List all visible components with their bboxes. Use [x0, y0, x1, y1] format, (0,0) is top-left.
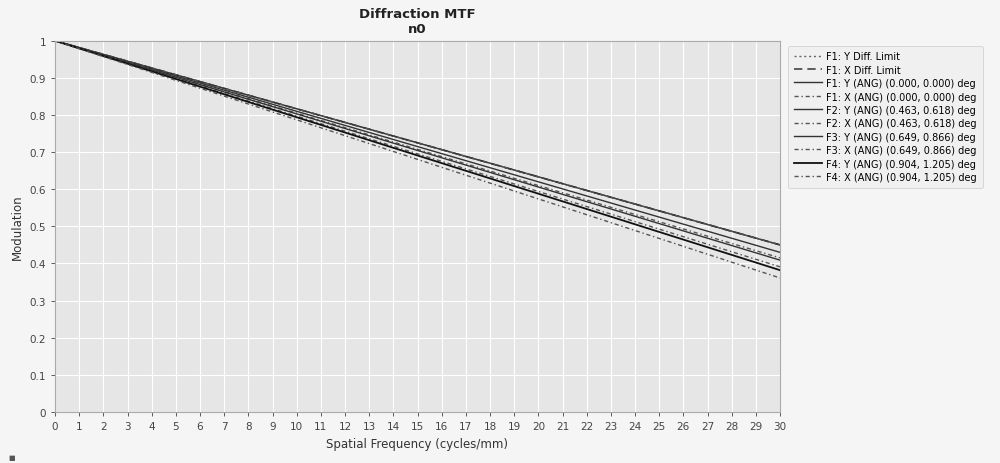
F4: Y (ANG) (0.904, 1.205) deg: (17.7, 0.636): Y (ANG) (0.904, 1.205) deg: (17.7, 0.636… — [476, 174, 488, 179]
F2: X (ANG) (0.463, 0.618) deg: (7.71, 0.85): X (ANG) (0.463, 0.618) deg: (7.71, 0.85) — [235, 94, 247, 100]
F3: Y (ANG) (0.649, 0.866) deg: (30, 0.409): Y (ANG) (0.649, 0.866) deg: (30, 0.409) — [774, 258, 786, 263]
Line: F2: X (ANG) (0.463, 0.618) deg: F2: X (ANG) (0.463, 0.618) deg — [55, 42, 780, 258]
F4: X (ANG) (0.904, 1.205) deg: (30, 0.361): X (ANG) (0.904, 1.205) deg: (30, 0.361) — [774, 275, 786, 281]
F1: Y (ANG) (0.000, 0.000) deg: (20, 0.633): Y (ANG) (0.000, 0.000) deg: (20, 0.633) — [533, 175, 545, 181]
F1: X (ANG) (0.000, 0.000) deg: (22.6, 0.586): X (ANG) (0.000, 0.000) deg: (22.6, 0.586… — [595, 192, 607, 198]
F3: Y (ANG) (0.649, 0.866) deg: (0, 1): Y (ANG) (0.649, 0.866) deg: (0, 1) — [49, 39, 61, 44]
F1: X Diff. Limit: (30, 0.45): X Diff. Limit: (30, 0.45) — [774, 243, 786, 248]
F1: X Diff. Limit: (13.6, 0.751): X Diff. Limit: (13.6, 0.751) — [377, 131, 389, 137]
F2: Y (ANG) (0.463, 0.618) deg: (20, 0.619): Y (ANG) (0.463, 0.618) deg: (20, 0.619) — [533, 180, 545, 186]
Line: F1: X Diff. Limit: F1: X Diff. Limit — [55, 42, 780, 245]
F4: Y (ANG) (0.904, 1.205) deg: (5.31, 0.891): Y (ANG) (0.904, 1.205) deg: (5.31, 0.891… — [177, 79, 189, 85]
F4: Y (ANG) (0.904, 1.205) deg: (13.6, 0.72): Y (ANG) (0.904, 1.205) deg: (13.6, 0.72) — [377, 143, 389, 148]
F3: Y (ANG) (0.649, 0.866) deg: (13.6, 0.733): Y (ANG) (0.649, 0.866) deg: (13.6, 0.733… — [377, 138, 389, 144]
F4: X (ANG) (0.904, 1.205) deg: (13.6, 0.711): X (ANG) (0.904, 1.205) deg: (13.6, 0.711… — [377, 146, 389, 151]
F4: X (ANG) (0.904, 1.205) deg: (22.6, 0.519): X (ANG) (0.904, 1.205) deg: (22.6, 0.519… — [595, 217, 607, 223]
F2: Y (ANG) (0.463, 0.618) deg: (5.31, 0.899): Y (ANG) (0.463, 0.618) deg: (5.31, 0.899… — [177, 76, 189, 82]
F4: Y (ANG) (0.904, 1.205) deg: (22.6, 0.535): Y (ANG) (0.904, 1.205) deg: (22.6, 0.535… — [595, 211, 607, 217]
F2: Y (ANG) (0.463, 0.618) deg: (22.6, 0.571): Y (ANG) (0.463, 0.618) deg: (22.6, 0.571… — [595, 198, 607, 203]
Legend: F1: Y Diff. Limit, F1: X Diff. Limit, F1: Y (ANG) (0.000, 0.000) deg, F1: X (ANG: F1: Y Diff. Limit, F1: X Diff. Limit, F1… — [788, 46, 983, 188]
F1: X Diff. Limit: (20, 0.633): X Diff. Limit: (20, 0.633) — [533, 175, 545, 181]
F2: X (ANG) (0.463, 0.618) deg: (0, 1): X (ANG) (0.463, 0.618) deg: (0, 1) — [49, 39, 61, 44]
F3: Y (ANG) (0.649, 0.866) deg: (5.31, 0.895): Y (ANG) (0.649, 0.866) deg: (5.31, 0.895… — [177, 78, 189, 83]
F2: X (ANG) (0.463, 0.618) deg: (13.6, 0.735): X (ANG) (0.463, 0.618) deg: (13.6, 0.735… — [377, 137, 389, 143]
F1: X Diff. Limit: (17.7, 0.676): X Diff. Limit: (17.7, 0.676) — [476, 159, 488, 164]
F4: Y (ANG) (0.904, 1.205) deg: (7.71, 0.841): Y (ANG) (0.904, 1.205) deg: (7.71, 0.841… — [235, 98, 247, 103]
F3: X (ANG) (0.649, 0.866) deg: (30, 0.391): X (ANG) (0.649, 0.866) deg: (30, 0.391) — [774, 264, 786, 270]
Line: F4: Y (ANG) (0.904, 1.205) deg: F4: Y (ANG) (0.904, 1.205) deg — [55, 42, 780, 270]
Line: F2: Y (ANG) (0.463, 0.618) deg: F2: Y (ANG) (0.463, 0.618) deg — [55, 42, 780, 253]
Text: ■: ■ — [8, 454, 15, 460]
F4: X (ANG) (0.904, 1.205) deg: (20, 0.573): X (ANG) (0.904, 1.205) deg: (20, 0.573) — [533, 197, 545, 202]
F2: Y (ANG) (0.463, 0.618) deg: (13.6, 0.742): Y (ANG) (0.463, 0.618) deg: (13.6, 0.742… — [377, 134, 389, 140]
F1: Y Diff. Limit: (0, 1): Y Diff. Limit: (0, 1) — [49, 39, 61, 44]
F1: Y (ANG) (0.000, 0.000) deg: (17.7, 0.676): Y (ANG) (0.000, 0.000) deg: (17.7, 0.676… — [476, 159, 488, 164]
F1: X (ANG) (0.000, 0.000) deg: (13.6, 0.751): X (ANG) (0.000, 0.000) deg: (13.6, 0.751… — [377, 131, 389, 137]
F3: X (ANG) (0.649, 0.866) deg: (5.31, 0.892): X (ANG) (0.649, 0.866) deg: (5.31, 0.892… — [177, 79, 189, 84]
F2: X (ANG) (0.463, 0.618) deg: (17.7, 0.655): X (ANG) (0.463, 0.618) deg: (17.7, 0.655… — [476, 167, 488, 172]
Line: F1: Y (ANG) (0.000, 0.000) deg: F1: Y (ANG) (0.000, 0.000) deg — [55, 42, 780, 245]
F1: X (ANG) (0.000, 0.000) deg: (7.71, 0.859): X (ANG) (0.000, 0.000) deg: (7.71, 0.859… — [235, 91, 247, 97]
Line: F1: X (ANG) (0.000, 0.000) deg: F1: X (ANG) (0.000, 0.000) deg — [55, 42, 780, 245]
F1: X Diff. Limit: (7.71, 0.859): X Diff. Limit: (7.71, 0.859) — [235, 91, 247, 97]
F1: X (ANG) (0.000, 0.000) deg: (17.7, 0.676): X (ANG) (0.000, 0.000) deg: (17.7, 0.676… — [476, 159, 488, 164]
Line: F3: Y (ANG) (0.649, 0.866) deg: F3: Y (ANG) (0.649, 0.866) deg — [55, 42, 780, 261]
Title: Diffraction MTF
n0: Diffraction MTF n0 — [359, 8, 476, 37]
F2: X (ANG) (0.463, 0.618) deg: (20, 0.609): X (ANG) (0.463, 0.618) deg: (20, 0.609) — [533, 184, 545, 189]
F2: Y (ANG) (0.463, 0.618) deg: (17.7, 0.664): Y (ANG) (0.463, 0.618) deg: (17.7, 0.664… — [476, 163, 488, 169]
F1: Y Diff. Limit: (5.31, 0.903): Y Diff. Limit: (5.31, 0.903) — [177, 75, 189, 81]
F2: Y (ANG) (0.463, 0.618) deg: (30, 0.43): Y (ANG) (0.463, 0.618) deg: (30, 0.43) — [774, 250, 786, 256]
F3: X (ANG) (0.649, 0.866) deg: (0, 1): X (ANG) (0.649, 0.866) deg: (0, 1) — [49, 39, 61, 44]
F1: Y Diff. Limit: (7.71, 0.859): Y Diff. Limit: (7.71, 0.859) — [235, 91, 247, 97]
F1: Y Diff. Limit: (30, 0.45): Y Diff. Limit: (30, 0.45) — [774, 243, 786, 248]
F1: X (ANG) (0.000, 0.000) deg: (0, 1): X (ANG) (0.000, 0.000) deg: (0, 1) — [49, 39, 61, 44]
F1: X (ANG) (0.000, 0.000) deg: (20, 0.633): X (ANG) (0.000, 0.000) deg: (20, 0.633) — [533, 175, 545, 181]
F1: X Diff. Limit: (22.6, 0.586): X Diff. Limit: (22.6, 0.586) — [595, 192, 607, 198]
F4: X (ANG) (0.904, 1.205) deg: (5.31, 0.887): X (ANG) (0.904, 1.205) deg: (5.31, 0.887… — [177, 81, 189, 86]
F4: Y (ANG) (0.904, 1.205) deg: (30, 0.382): Y (ANG) (0.904, 1.205) deg: (30, 0.382) — [774, 268, 786, 273]
F1: X (ANG) (0.000, 0.000) deg: (30, 0.45): X (ANG) (0.000, 0.000) deg: (30, 0.45) — [774, 243, 786, 248]
F3: X (ANG) (0.649, 0.866) deg: (13.6, 0.724): X (ANG) (0.649, 0.866) deg: (13.6, 0.724… — [377, 141, 389, 146]
F1: Y Diff. Limit: (22.6, 0.586): Y Diff. Limit: (22.6, 0.586) — [595, 192, 607, 198]
F1: Y Diff. Limit: (20, 0.633): Y Diff. Limit: (20, 0.633) — [533, 175, 545, 181]
F4: X (ANG) (0.904, 1.205) deg: (17.7, 0.623): X (ANG) (0.904, 1.205) deg: (17.7, 0.623… — [476, 178, 488, 184]
F1: Y Diff. Limit: (17.7, 0.676): Y Diff. Limit: (17.7, 0.676) — [476, 159, 488, 164]
Y-axis label: Modulation: Modulation — [11, 194, 24, 260]
F4: X (ANG) (0.904, 1.205) deg: (7.71, 0.836): X (ANG) (0.904, 1.205) deg: (7.71, 0.836… — [235, 100, 247, 105]
Line: F1: Y Diff. Limit: F1: Y Diff. Limit — [55, 42, 780, 245]
F1: Y (ANG) (0.000, 0.000) deg: (13.6, 0.751): Y (ANG) (0.000, 0.000) deg: (13.6, 0.751… — [377, 131, 389, 137]
F2: X (ANG) (0.463, 0.618) deg: (5.31, 0.896): X (ANG) (0.463, 0.618) deg: (5.31, 0.896… — [177, 77, 189, 83]
F1: Y (ANG) (0.000, 0.000) deg: (0, 1): Y (ANG) (0.000, 0.000) deg: (0, 1) — [49, 39, 61, 44]
F4: Y (ANG) (0.904, 1.205) deg: (20, 0.587): Y (ANG) (0.904, 1.205) deg: (20, 0.587) — [533, 192, 545, 197]
X-axis label: Spatial Frequency (cycles/mm): Spatial Frequency (cycles/mm) — [326, 437, 509, 450]
F2: Y (ANG) (0.463, 0.618) deg: (7.71, 0.853): Y (ANG) (0.463, 0.618) deg: (7.71, 0.853… — [235, 93, 247, 99]
F2: X (ANG) (0.463, 0.618) deg: (22.6, 0.56): X (ANG) (0.463, 0.618) deg: (22.6, 0.56) — [595, 202, 607, 207]
F3: X (ANG) (0.649, 0.866) deg: (7.71, 0.843): X (ANG) (0.649, 0.866) deg: (7.71, 0.843… — [235, 97, 247, 102]
F4: X (ANG) (0.904, 1.205) deg: (0, 1): X (ANG) (0.904, 1.205) deg: (0, 1) — [49, 39, 61, 44]
F2: Y (ANG) (0.463, 0.618) deg: (0, 1): Y (ANG) (0.463, 0.618) deg: (0, 1) — [49, 39, 61, 44]
F1: X Diff. Limit: (0, 1): X Diff. Limit: (0, 1) — [49, 39, 61, 44]
F3: Y (ANG) (0.649, 0.866) deg: (7.71, 0.848): Y (ANG) (0.649, 0.866) deg: (7.71, 0.848… — [235, 95, 247, 101]
F4: Y (ANG) (0.904, 1.205) deg: (0, 1): Y (ANG) (0.904, 1.205) deg: (0, 1) — [49, 39, 61, 44]
Line: F3: X (ANG) (0.649, 0.866) deg: F3: X (ANG) (0.649, 0.866) deg — [55, 42, 780, 267]
F3: Y (ANG) (0.649, 0.866) deg: (20, 0.605): Y (ANG) (0.649, 0.866) deg: (20, 0.605) — [533, 185, 545, 191]
F1: Y Diff. Limit: (13.6, 0.751): Y Diff. Limit: (13.6, 0.751) — [377, 131, 389, 137]
F1: Y (ANG) (0.000, 0.000) deg: (30, 0.45): Y (ANG) (0.000, 0.000) deg: (30, 0.45) — [774, 243, 786, 248]
F3: X (ANG) (0.649, 0.866) deg: (22.6, 0.541): X (ANG) (0.649, 0.866) deg: (22.6, 0.541… — [595, 209, 607, 214]
F1: Y (ANG) (0.000, 0.000) deg: (5.31, 0.903): Y (ANG) (0.000, 0.000) deg: (5.31, 0.903… — [177, 75, 189, 81]
F3: Y (ANG) (0.649, 0.866) deg: (22.6, 0.555): Y (ANG) (0.649, 0.866) deg: (22.6, 0.555… — [595, 204, 607, 209]
F1: X Diff. Limit: (5.31, 0.903): X Diff. Limit: (5.31, 0.903) — [177, 75, 189, 81]
F1: Y (ANG) (0.000, 0.000) deg: (22.6, 0.586): Y (ANG) (0.000, 0.000) deg: (22.6, 0.586… — [595, 192, 607, 198]
Line: F4: X (ANG) (0.904, 1.205) deg: F4: X (ANG) (0.904, 1.205) deg — [55, 42, 780, 278]
F1: X (ANG) (0.000, 0.000) deg: (5.31, 0.903): X (ANG) (0.000, 0.000) deg: (5.31, 0.903… — [177, 75, 189, 81]
F3: X (ANG) (0.649, 0.866) deg: (17.7, 0.641): X (ANG) (0.649, 0.866) deg: (17.7, 0.641… — [476, 172, 488, 177]
F3: Y (ANG) (0.649, 0.866) deg: (17.7, 0.652): Y (ANG) (0.649, 0.866) deg: (17.7, 0.652… — [476, 168, 488, 174]
F1: Y (ANG) (0.000, 0.000) deg: (7.71, 0.859): Y (ANG) (0.000, 0.000) deg: (7.71, 0.859… — [235, 91, 247, 97]
F2: X (ANG) (0.463, 0.618) deg: (30, 0.415): X (ANG) (0.463, 0.618) deg: (30, 0.415) — [774, 256, 786, 261]
F3: X (ANG) (0.649, 0.866) deg: (20, 0.593): X (ANG) (0.649, 0.866) deg: (20, 0.593) — [533, 189, 545, 195]
